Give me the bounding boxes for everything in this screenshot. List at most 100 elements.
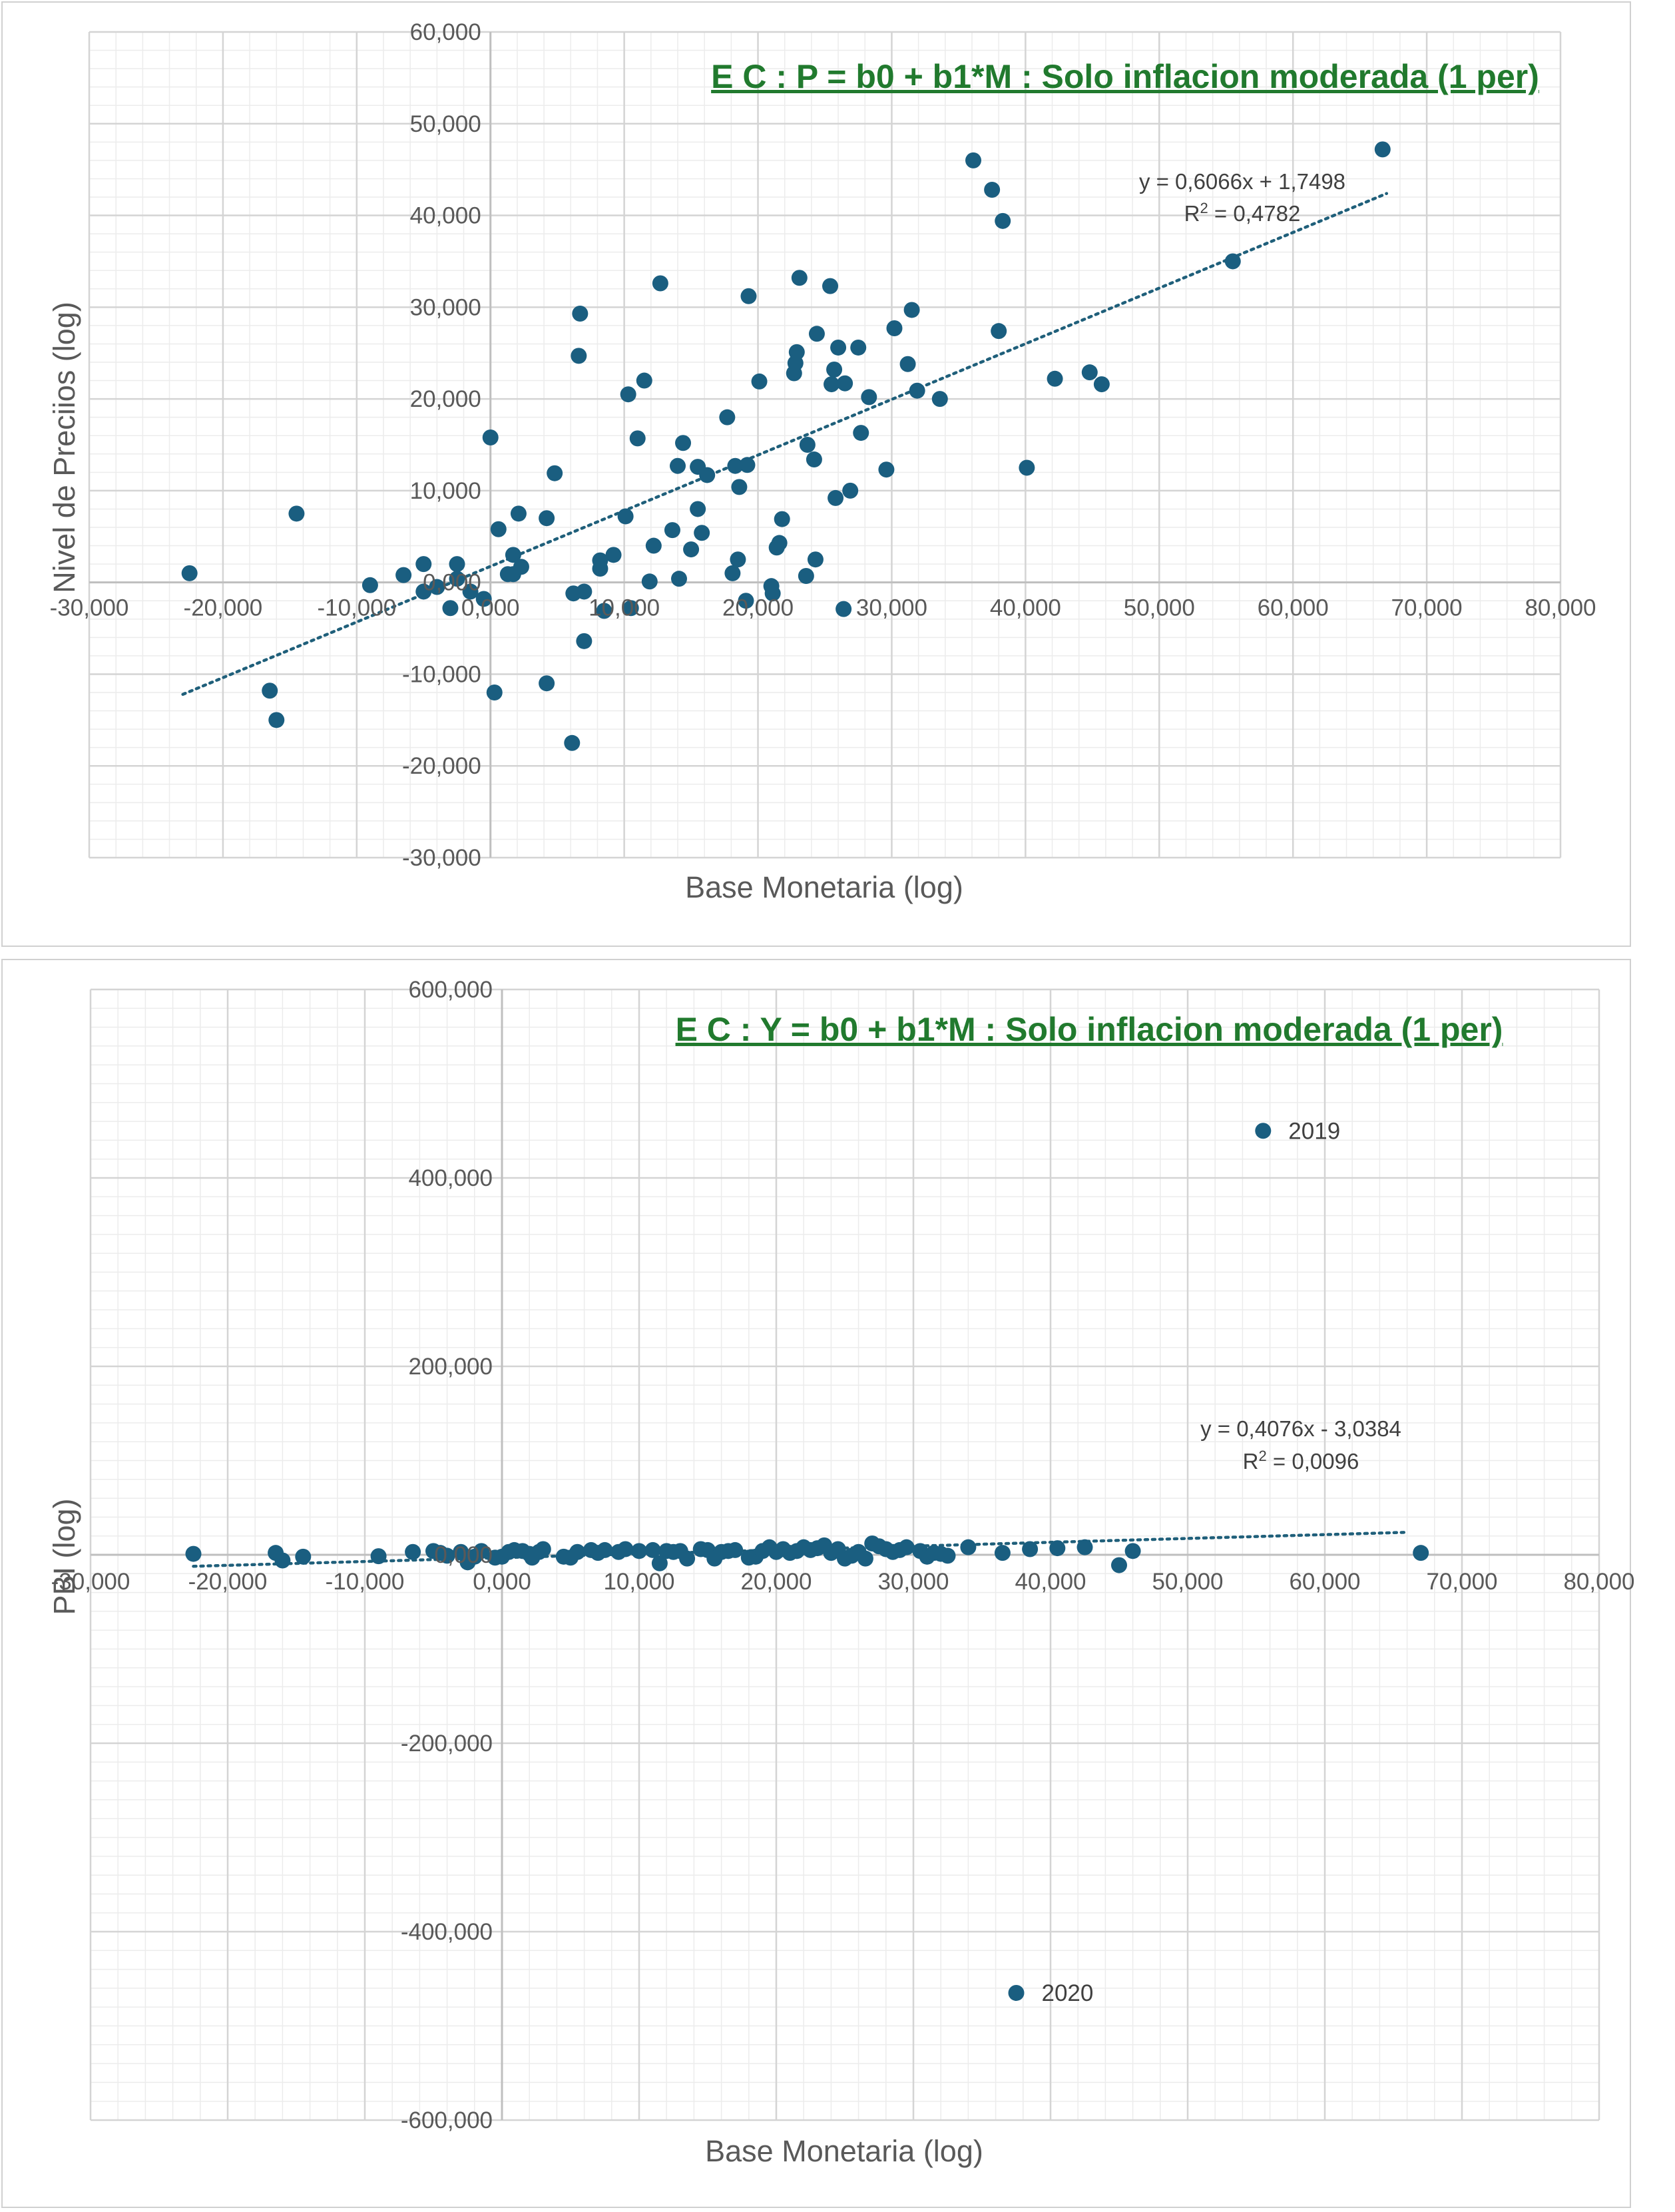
data-point [592, 561, 608, 577]
data-point [739, 457, 756, 473]
data-point [262, 683, 278, 699]
data-point [185, 1545, 202, 1562]
data-point [361, 577, 378, 593]
data-point [617, 1541, 634, 1557]
x-tick-label: -10,000 [317, 595, 396, 621]
data-point [994, 1545, 1011, 1561]
data-point [631, 1543, 647, 1559]
data-point [1093, 376, 1110, 393]
x-tick-label: -30,000 [51, 1569, 130, 1595]
data-point [791, 270, 808, 286]
data-point [909, 382, 925, 399]
y-tick-label: 200,000 [408, 1354, 493, 1380]
data-point [645, 537, 662, 554]
data-point [719, 409, 736, 425]
data-point [798, 568, 814, 585]
data-point [564, 734, 581, 751]
x-tick-label: 30,000 [877, 1569, 949, 1595]
data-point [547, 465, 563, 481]
data-point [490, 521, 507, 537]
chart-panel-gdp [1, 959, 1631, 2208]
y-axis-title: PBI (log) [47, 1498, 81, 1615]
data-point [181, 565, 198, 581]
data-point [857, 1550, 873, 1567]
data-point [824, 376, 840, 393]
data-point [991, 323, 1007, 340]
data-point [605, 547, 622, 563]
data-point [622, 600, 639, 617]
data-point [1077, 1539, 1093, 1555]
data-point [449, 571, 465, 587]
data-point [1374, 141, 1391, 158]
data-point [724, 565, 741, 581]
data-point [576, 583, 593, 600]
y-tick-labels: 600,000 400,000 200,000 0,000 -200,000 -400,0… [401, 977, 493, 2133]
data-points [181, 141, 1391, 751]
data-point [1019, 459, 1035, 476]
data-point [571, 348, 587, 364]
x-tick-label: 0,000 [473, 1569, 531, 1595]
y-tick-label: 600,000 [408, 977, 493, 1003]
data-point [774, 511, 790, 527]
data-point [699, 467, 716, 483]
data-point [510, 505, 527, 522]
data-point [636, 372, 652, 389]
data-point [274, 1552, 291, 1569]
data-point [288, 505, 305, 522]
y-tick-label: 50,000 [410, 111, 481, 137]
x-tick-label: 10,000 [589, 595, 660, 621]
data-point [995, 212, 1011, 229]
y-tick-label: 10,000 [410, 478, 481, 504]
data-point [617, 508, 634, 525]
y-tick-label: 60,000 [410, 19, 481, 45]
x-tick-label: -10,000 [326, 1569, 405, 1595]
data-point [808, 326, 825, 342]
x-tick-label: 10,000 [603, 1569, 674, 1595]
data-point [415, 556, 432, 573]
data-point [535, 1541, 551, 1557]
trendline-r2: R2 = 0,4782 [1184, 200, 1301, 226]
data-point [442, 600, 459, 617]
data-point [539, 675, 555, 692]
data-point [822, 278, 839, 294]
data-point [727, 1541, 744, 1558]
y-tick-label: -600,000 [401, 2107, 493, 2133]
data-point [675, 435, 692, 451]
x-tick-label: 40,000 [990, 595, 1061, 621]
data-point [462, 583, 479, 600]
y-axis-title: Nivel de Preciios (log) [47, 302, 81, 593]
data-point [830, 339, 847, 356]
data-point [903, 302, 920, 318]
data-point [984, 181, 1001, 198]
data-point-labeled [1255, 1123, 1272, 1139]
x-tick-label: 30,000 [856, 595, 927, 621]
data-point [731, 479, 748, 495]
data-point [899, 356, 916, 372]
y-tick-label: 30,000 [410, 294, 481, 320]
y-tick-label: 20,000 [410, 386, 481, 412]
data-point [513, 559, 529, 575]
x-tick-label: 50,000 [1124, 595, 1195, 621]
y-tick-label: -400,000 [401, 1919, 493, 1945]
y-tick-label: -20,000 [402, 753, 481, 779]
minor-gridlines [89, 32, 1560, 858]
data-point [683, 541, 700, 558]
data-point [679, 1550, 696, 1567]
data-point [644, 1541, 661, 1558]
data-point [449, 556, 465, 573]
point-labels: 2019 2020 [1042, 1118, 1341, 2006]
data-point [842, 482, 859, 499]
data-point [473, 1543, 490, 1559]
data-point [572, 305, 589, 322]
data-point [576, 633, 593, 649]
y-tick-label: -10,000 [402, 661, 481, 687]
chart-title: E C : Y = b0 + b1*M : Solo inflacion mod… [676, 1011, 1503, 1048]
data-point [837, 375, 853, 392]
data-point [475, 591, 492, 607]
data-point [596, 603, 612, 619]
data-point [1224, 253, 1241, 270]
x-tick-label: -20,000 [188, 1569, 268, 1595]
data-point [730, 551, 746, 568]
x-tick-label: 50,000 [1152, 1569, 1223, 1595]
